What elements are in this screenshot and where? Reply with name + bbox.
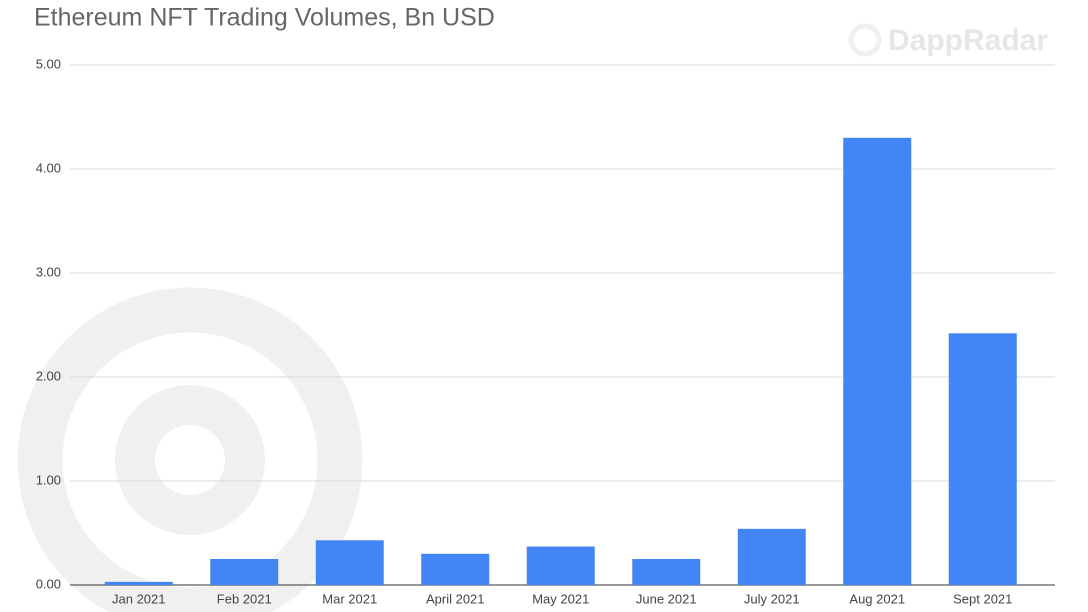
bar [315,540,384,585]
chart-title: Ethereum NFT Trading Volumes, Bn USD [34,4,495,32]
bar [526,546,595,585]
bar [210,559,279,585]
x-tick-label: April 2021 [426,591,485,606]
watermark-logo [17,23,882,612]
bar [737,528,806,585]
y-tick-label: 0.00 [36,576,61,591]
bar [948,333,1017,585]
y-tick-label: 3.00 [36,264,61,279]
watermark: DappRadar [888,24,1048,57]
y-tick-label: 5.00 [36,56,61,71]
x-tick-label: Feb 2021 [217,591,272,606]
bar [104,581,173,585]
y-tick-label: 1.00 [36,472,61,487]
y-tick-label: 2.00 [36,368,61,383]
x-tick-label: May 2021 [532,591,589,606]
x-tick-label: June 2021 [636,591,697,606]
bar [843,137,912,586]
bar [632,559,701,585]
x-tick-label: Aug 2021 [849,591,905,606]
x-tick-label: Jan 2021 [112,591,166,606]
x-tick-label: July 2021 [744,591,800,606]
x-tick-label: Sept 2021 [953,591,1012,606]
x-tick-label: Mar 2021 [322,591,377,606]
bar [421,553,490,585]
y-tick-label: 4.00 [36,160,61,175]
